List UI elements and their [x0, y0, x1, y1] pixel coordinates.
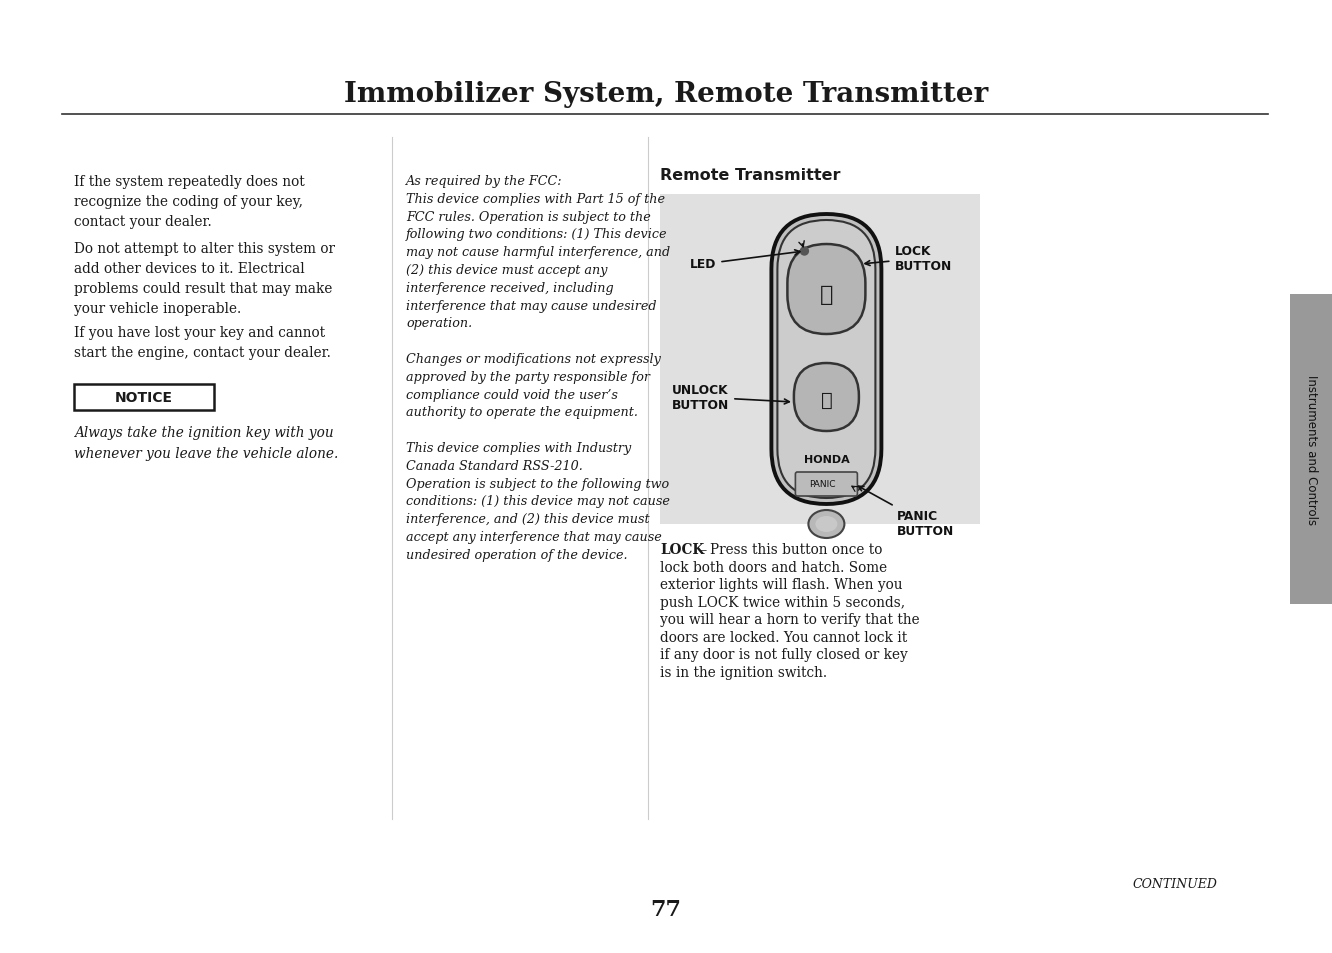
Text: Immobilizer System, Remote Transmitter: Immobilizer System, Remote Transmitter [344, 81, 988, 109]
FancyBboxPatch shape [778, 221, 875, 498]
Text: Press this button once to: Press this button once to [710, 542, 882, 557]
Text: exterior lights will flash. When you: exterior lights will flash. When you [659, 578, 903, 592]
Text: Instruments and Controls: Instruments and Controls [1304, 375, 1317, 524]
Text: PANIC: PANIC [809, 480, 835, 489]
Text: if any door is not fully closed or key: if any door is not fully closed or key [659, 647, 907, 661]
Circle shape [801, 248, 809, 255]
Text: As required by the FCC:
This device complies with Part 15 of the
FCC rules. Oper: As required by the FCC: This device comp… [406, 174, 670, 561]
Text: push LOCK twice within 5 seconds,: push LOCK twice within 5 seconds, [659, 595, 906, 609]
Text: If the system repeatedly does not
recognize the coding of your key,
contact your: If the system repeatedly does not recogn… [75, 174, 305, 229]
Text: LOCK: LOCK [659, 542, 705, 557]
Ellipse shape [809, 511, 844, 538]
FancyBboxPatch shape [794, 364, 859, 432]
Text: LOCK
BUTTON: LOCK BUTTON [864, 245, 951, 273]
Text: you will hear a horn to verify that the: you will hear a horn to verify that the [659, 613, 919, 626]
Text: LED: LED [690, 251, 799, 272]
Text: 77: 77 [650, 898, 682, 920]
Bar [75, 384, 214, 410]
Text: NOTICE: NOTICE [115, 390, 173, 404]
FancyBboxPatch shape [795, 473, 858, 497]
Text: –: – [697, 542, 711, 557]
FancyBboxPatch shape [787, 245, 866, 335]
Bar [659, 194, 980, 524]
Bar [1289, 294, 1332, 604]
Text: Always take the ignition key with you
whenever you leave the vehicle alone.: Always take the ignition key with you wh… [75, 426, 338, 460]
Text: PANIC
BUTTON: PANIC BUTTON [858, 487, 954, 537]
Text: CONTINUED: CONTINUED [1132, 878, 1217, 890]
Text: doors are locked. You cannot lock it: doors are locked. You cannot lock it [659, 630, 907, 644]
Text: If you have lost your key and cannot
start the engine, contact your dealer.: If you have lost your key and cannot sta… [75, 325, 330, 359]
FancyBboxPatch shape [771, 214, 882, 504]
Text: HONDA: HONDA [803, 455, 850, 464]
Text: 🔓: 🔓 [821, 390, 832, 409]
Ellipse shape [815, 517, 838, 533]
Text: lock both doors and hatch. Some: lock both doors and hatch. Some [659, 560, 887, 574]
Text: is in the ignition switch.: is in the ignition switch. [659, 665, 827, 679]
Text: Remote Transmitter: Remote Transmitter [659, 168, 840, 183]
Text: UNLOCK
BUTTON: UNLOCK BUTTON [673, 384, 790, 412]
Text: Do not attempt to alter this system or
add other devices to it. Electrical
probl: Do not attempt to alter this system or a… [75, 241, 336, 315]
Text: 🔒: 🔒 [819, 285, 832, 305]
